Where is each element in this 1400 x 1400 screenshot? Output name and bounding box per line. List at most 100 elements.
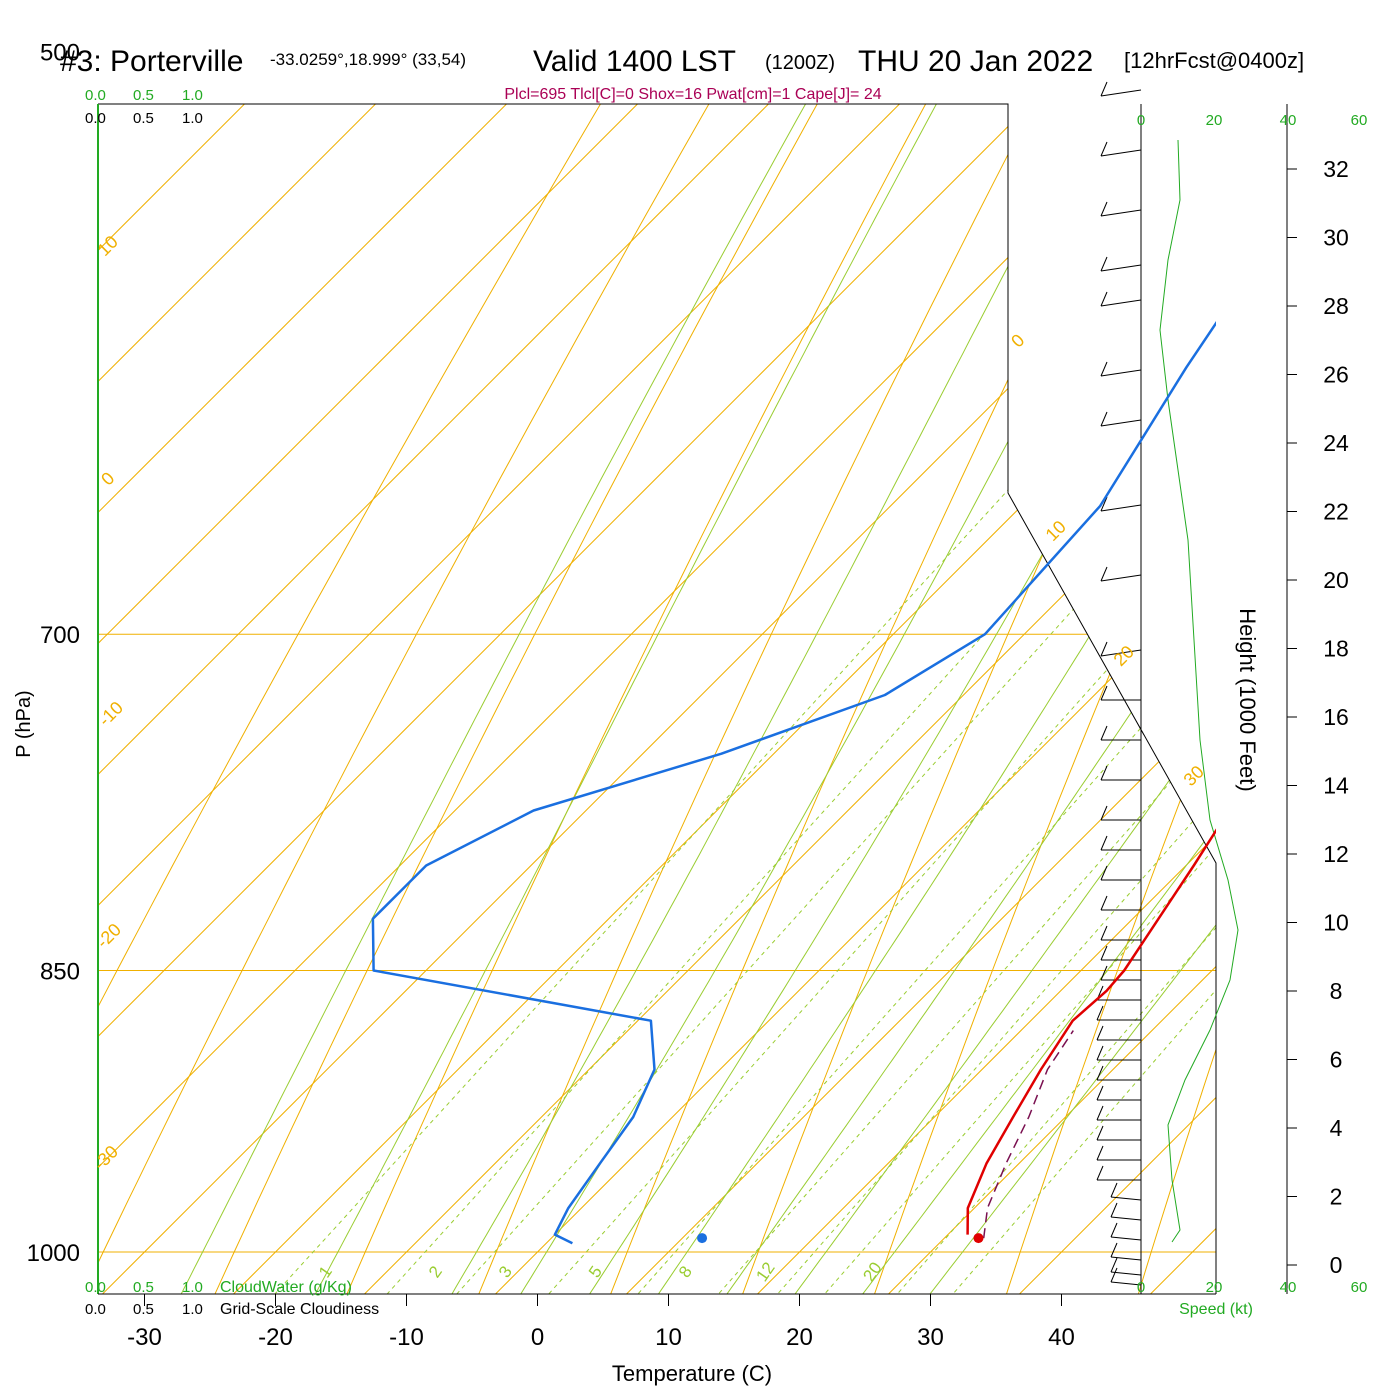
cloud-scale-top-green-0: 0.0 [85,87,106,104]
wind-barb-flag [1096,1085,1104,1101]
isotherm-label: -10 [94,697,127,730]
valid-time: Valid 1400 LST [533,45,736,78]
wind-barb-flag [1096,1065,1104,1081]
temperature-tick-label: 0 [531,1324,544,1351]
mixing-ratio-line [623,104,1216,1294]
wind-barb-flag [1110,1257,1118,1273]
x-axis-label: Temperature (C) [612,1361,772,1386]
wind-barb-flag [1100,141,1108,157]
isotherm [518,104,1216,1294]
height-tick-label: 0 [1330,1252,1343,1278]
temperature-tick-label: 30 [917,1324,944,1351]
wind-barb [1110,1256,1142,1261]
mixing-ratio-line [290,104,1216,1294]
moist-adiabat [715,104,1216,1294]
cloud-scale-bottom-green-1: 0.5 [133,1279,154,1296]
dewpoint-line [371,320,1216,1245]
mixing-ratio-line [730,104,1216,1294]
height-tick-label: 8 [1330,978,1343,1004]
height-tick-label: 32 [1323,156,1349,182]
wind-barb-flag [1100,201,1108,217]
moist-adiabat [256,104,1216,1294]
wind-barb-flag [1100,256,1108,272]
cloudwater-label: CloudWater (g/Kg) [220,1279,352,1296]
moist-adiabat [780,104,1216,1294]
wind-barb-flag [1100,641,1108,657]
temperature-tick-label: 20 [786,1324,813,1351]
mixing-ratio-line [360,104,1216,1294]
height-tick-label: 12 [1323,841,1349,867]
isotherm-label: -30 [89,1141,122,1174]
wind-barb [1100,649,1142,657]
moist-adiabat [518,104,1216,1294]
height-axis-label: Height (1000 Feet) [1235,608,1260,791]
height-tick-label: 10 [1323,910,1349,936]
isotherm-label: 0 [97,468,118,489]
valid-date: THU 20 Jan 2022 [858,45,1093,78]
wind-barb-flag [1096,1125,1104,1141]
wind-barb [1110,1281,1142,1286]
dry-adiabat [1106,104,1216,1294]
dry-adiabat [434,104,1216,1294]
valid-utc: (1200Z) [765,52,835,74]
mixing-ratio-label: 5 [585,1263,606,1282]
wind-barb-flag [1100,81,1108,97]
diagram-boundary [98,103,1217,1294]
pressure-tick-label: 1000 [27,1240,80,1267]
station-title: #3: Porterville [60,45,243,78]
cloud-scale-top-green-2: 1.0 [182,87,203,104]
mixing-ratio-line [177,104,1216,1294]
pressure-tick-label: 500 [40,39,80,66]
wind-barb-flag [1100,805,1108,821]
isotherm [1042,104,1216,1294]
wind-barb-flag [1100,865,1108,881]
wind-barb-flag [1100,835,1108,851]
wind-barb [1100,299,1142,307]
wind-barb-flag [1100,496,1108,512]
mixing-ratio-label: 3 [495,1263,516,1282]
wind-barb-flag [1110,1202,1118,1218]
wind-barb [1100,264,1142,272]
wind-barb [1110,1271,1142,1276]
wind-barb-flag [1100,411,1108,427]
dry-adiabat [703,104,1216,1294]
pressure-tick-label: 850 [40,959,80,986]
cloud-scale-top-black-0: 0.0 [85,110,106,127]
height-tick-label: 20 [1323,567,1349,593]
mixing-ratio-label: 2 [425,1263,446,1282]
moist-adiabat [846,104,1216,1294]
wind-barb-flag [1110,1242,1118,1258]
wind-barb-flag [1100,765,1108,781]
wind-speed-curve [1159,139,1239,1243]
axis-tick-labels: 2503004005007008501000-30-20-10010203040… [27,39,1349,1351]
isotherm-label: 0 [1007,330,1028,351]
forecast-info: [12hrFcst@0400z] [1124,48,1304,73]
cloud-scale-top-black-2: 1.0 [182,110,203,127]
height-tick-label: 22 [1323,499,1349,525]
isotherm-label: 20 [1110,642,1138,670]
dry-adiabat [1241,0,1400,1400]
wind-barb [1110,1216,1142,1221]
wind-barb-flag [1110,1182,1118,1198]
wind-barb-flag [1096,1025,1104,1041]
height-tick-label: 18 [1323,636,1349,662]
speed-bottom-tick-2: 40 [1280,1279,1297,1296]
mixing-ratio-line [683,104,1216,1294]
sounding-profiles [371,320,1216,1245]
mixing-ratio-line [542,104,1216,1294]
parcel-path-line [982,1030,1074,1239]
moist-adiabat [387,104,1216,1294]
dry-adiabat [1375,0,1400,1400]
cloud-scale-top-black-1: 0.5 [133,110,154,127]
speed-top-tick-2: 40 [1280,112,1297,129]
temperature-tick-label: 40 [1048,1324,1075,1351]
stability-indices: Plcl=695 Tlcl[C]=0 Shox=16 Pwat[cm]=1 Ca… [504,86,881,103]
wind-barb-flag [1110,1267,1118,1283]
wind-barb-flag [1100,925,1108,941]
wind-barb-flag [1100,361,1108,377]
